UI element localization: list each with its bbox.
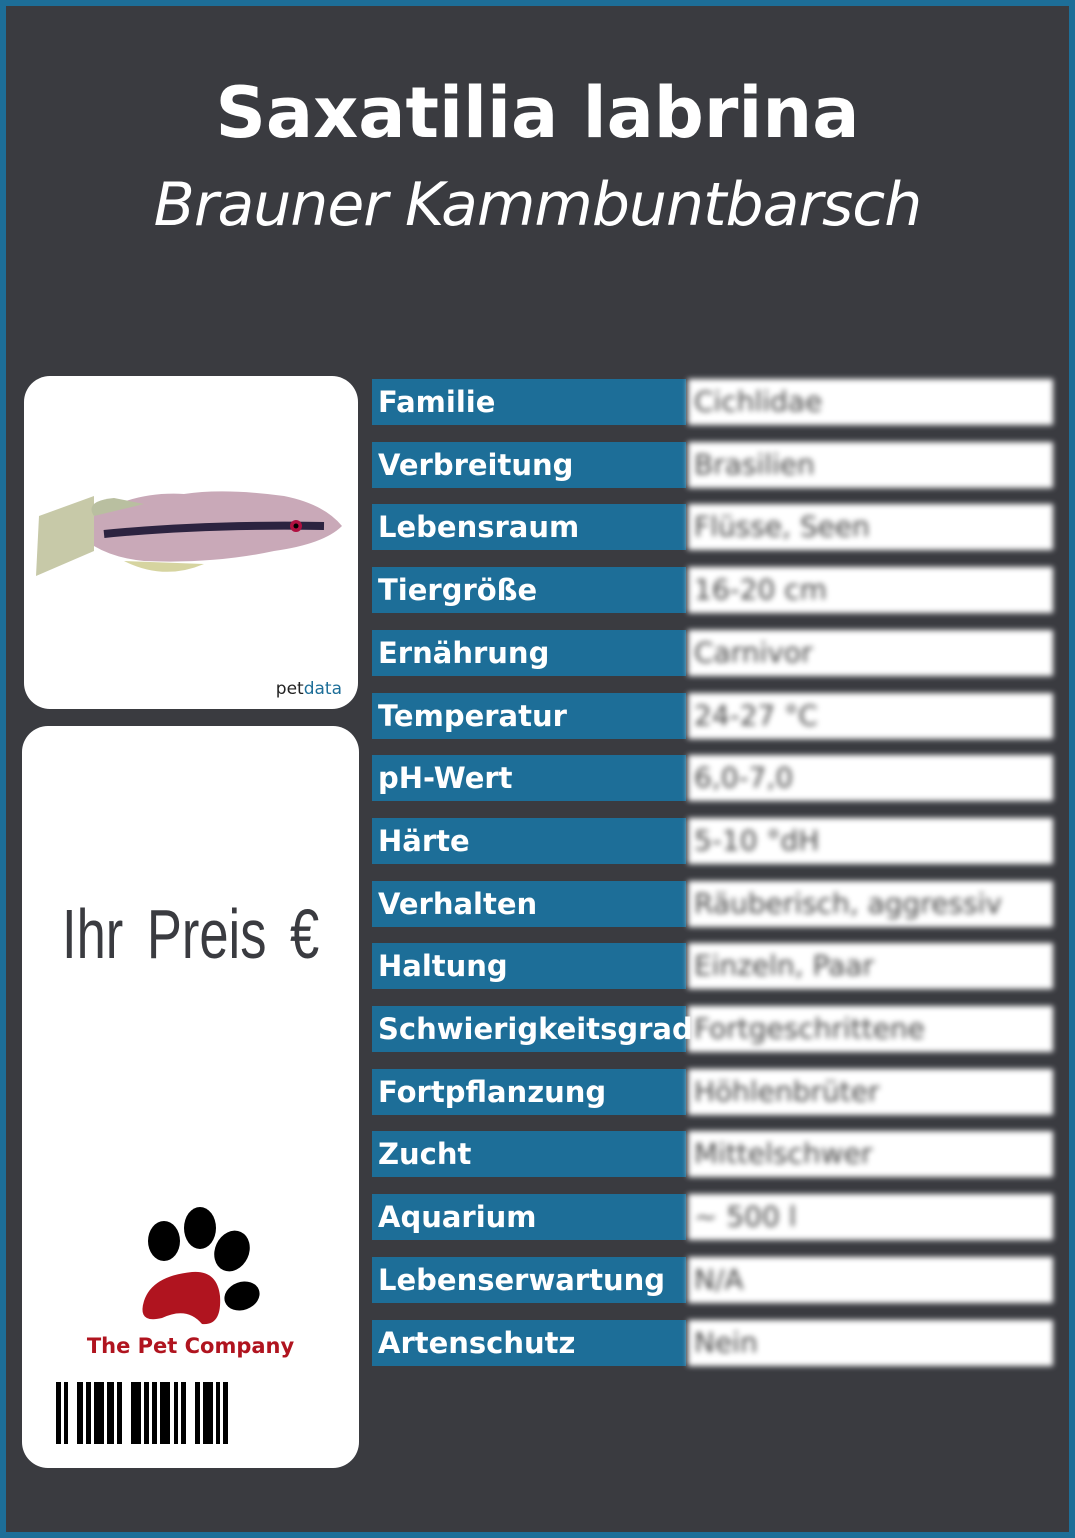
barcode-bar bbox=[195, 1382, 200, 1444]
row-label: Lebensraum bbox=[372, 504, 686, 551]
row-value: Mittelschwer bbox=[688, 1131, 1053, 1178]
barcode bbox=[56, 1382, 231, 1444]
price-card: Ihr Preis € The Pet Company bbox=[22, 726, 359, 1468]
barcode-bar bbox=[117, 1382, 122, 1444]
barcode-bar bbox=[174, 1382, 178, 1444]
table-row: Fortpflanzung Höhlenbrüter bbox=[372, 1068, 1053, 1115]
paw-logo-icon bbox=[142, 1207, 260, 1325]
row-label: Lebenserwartung bbox=[372, 1256, 686, 1303]
barcode-bar bbox=[160, 1382, 170, 1444]
row-label: Härte bbox=[372, 817, 686, 864]
table-row: pH-Wert 6,0-7,0 bbox=[372, 755, 1053, 802]
row-value: Nein bbox=[688, 1319, 1053, 1366]
fish-image-card: petdata bbox=[24, 376, 358, 709]
row-value: 24-27 °C bbox=[688, 692, 1053, 739]
common-name: Brauner Kammbuntbarsch bbox=[153, 170, 923, 240]
company-name: The Pet Company bbox=[86, 1334, 295, 1358]
table-row: Haltung Einzeln, Paar bbox=[372, 943, 1053, 990]
row-value: 5-10 °dH bbox=[688, 817, 1053, 864]
barcode-bar bbox=[94, 1382, 104, 1444]
barcode-bar bbox=[64, 1382, 68, 1444]
barcode-bar bbox=[216, 1382, 220, 1444]
barcode-bar bbox=[223, 1382, 228, 1444]
row-value: 6,0-7,0 bbox=[688, 755, 1053, 802]
row-label: Aquarium bbox=[372, 1194, 686, 1241]
row-value: N/A bbox=[688, 1256, 1053, 1303]
row-value: Flüsse, Seen bbox=[688, 504, 1053, 551]
table-row: Verbreitung Brasilien bbox=[372, 441, 1053, 488]
barcode-bar bbox=[203, 1382, 213, 1444]
row-value: Brasilien bbox=[688, 441, 1053, 488]
barcode-bar bbox=[131, 1382, 141, 1444]
row-label: Verhalten bbox=[372, 880, 686, 927]
row-label: Tiergröße bbox=[372, 567, 686, 614]
petdata-logo: petdata bbox=[275, 679, 342, 699]
table-row: Lebensraum Flüsse, Seen bbox=[372, 504, 1053, 551]
species-title: Saxatilia labrina bbox=[215, 72, 860, 154]
row-label: Zucht bbox=[372, 1131, 686, 1178]
barcode-bar bbox=[86, 1382, 91, 1444]
price-label: Ihr Preis € bbox=[62, 895, 320, 973]
row-value: Räuberisch, aggressiv bbox=[688, 880, 1053, 927]
row-value: ~ 500 l bbox=[688, 1194, 1053, 1241]
table-row: Lebenserwartung N/A bbox=[372, 1256, 1053, 1303]
barcode-bar bbox=[181, 1382, 186, 1444]
table-row: Schwierigkeitsgrad Fortgeschrittene bbox=[372, 1006, 1053, 1052]
table-row: Härte 5-10 °dH bbox=[372, 817, 1053, 864]
table-row: Artenschutz Nein bbox=[372, 1319, 1053, 1366]
table-row: Aquarium ~ 500 l bbox=[372, 1194, 1053, 1241]
table-row: Zucht Mittelschwer bbox=[372, 1131, 1053, 1178]
table-row: Verhalten Räuberisch, aggressiv bbox=[372, 880, 1053, 927]
table-row: Familie Cichlidae bbox=[372, 379, 1053, 425]
row-value: Fortgeschrittene bbox=[688, 1006, 1053, 1052]
row-label: Verbreitung bbox=[372, 441, 686, 488]
row-value: Einzeln, Paar bbox=[688, 943, 1053, 990]
barcode-bar bbox=[56, 1382, 61, 1444]
table-row: Temperatur 24-27 °C bbox=[372, 692, 1053, 739]
row-label: Schwierigkeitsgrad bbox=[372, 1006, 693, 1052]
row-label: Ernährung bbox=[372, 629, 686, 676]
barcode-bar bbox=[107, 1382, 114, 1444]
row-value: Cichlidae bbox=[688, 379, 1053, 425]
table-row: Ernährung Carnivor bbox=[372, 629, 1053, 676]
row-label: Artenschutz bbox=[372, 1319, 686, 1366]
row-label: Haltung bbox=[372, 943, 686, 990]
row-label: Fortpflanzung bbox=[372, 1068, 686, 1115]
barcode-bar bbox=[152, 1382, 157, 1444]
barcode-bar bbox=[144, 1382, 149, 1444]
fish-image bbox=[36, 491, 342, 576]
row-value: Carnivor bbox=[688, 629, 1053, 676]
barcode-bar bbox=[77, 1382, 83, 1444]
row-label: Temperatur bbox=[372, 692, 686, 739]
row-label: pH-Wert bbox=[372, 755, 686, 802]
table-row: Tiergröße 16-20 cm bbox=[372, 567, 1053, 614]
row-label: Familie bbox=[372, 379, 686, 425]
row-value: 16-20 cm bbox=[688, 567, 1053, 614]
row-value: Höhlenbrüter bbox=[688, 1068, 1053, 1115]
